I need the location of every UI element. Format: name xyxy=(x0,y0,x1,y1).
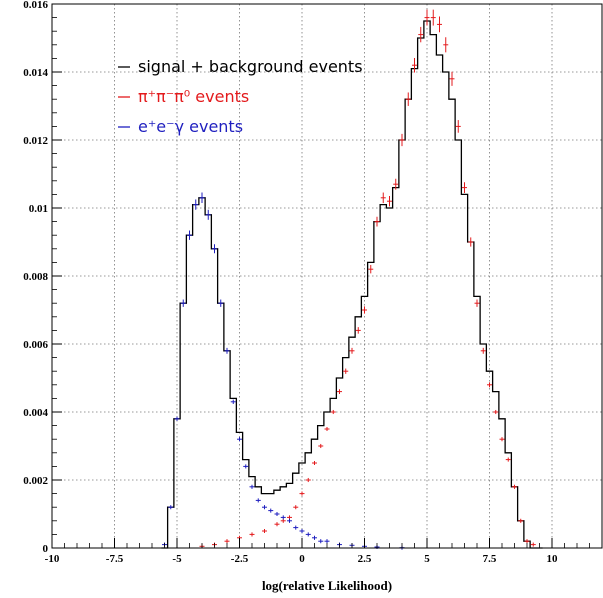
x-tick-label: 0 xyxy=(299,553,305,565)
series-errorbars-2 xyxy=(162,192,405,550)
y-tick-label: 0.016 xyxy=(23,0,48,11)
grid-lines xyxy=(52,4,602,548)
x-tick-label: 10 xyxy=(547,553,559,565)
y-tick-label: 0.004 xyxy=(23,407,48,419)
x-tick-label: -2.5 xyxy=(231,553,249,565)
series-layer xyxy=(161,9,543,550)
x-axis-label: log(relative Likelihood) xyxy=(262,578,392,593)
y-tick-label: 0.012 xyxy=(23,135,48,147)
y-tick-label: 0.002 xyxy=(23,475,48,487)
y-tick-label: 0.01 xyxy=(29,203,48,215)
x-tick-label: 7.5 xyxy=(483,553,497,565)
x-tick-label: -5 xyxy=(172,553,182,565)
x-tick-label: 5 xyxy=(424,553,430,565)
legend: signal + background events π⁺π⁻π⁰ events e… xyxy=(118,57,363,136)
y-tick-label: 0.008 xyxy=(23,271,48,283)
x-tick-label: 2.5 xyxy=(358,553,372,565)
axis-ticks: -10 -7.5 -5 -2.5 0 2.5 5 7.5 10 0 0.002 0.004 0.006 0… xyxy=(23,0,603,565)
x-tick-label: -7.5 xyxy=(106,553,124,565)
plot-frame xyxy=(51,3,603,549)
x-tick-label: -10 xyxy=(45,553,60,565)
legend-label: signal + background events xyxy=(138,57,363,76)
series-histogram-signal-background xyxy=(161,20,543,549)
y-tick-label: 0.006 xyxy=(23,339,48,351)
y-tick-label: 0 xyxy=(43,543,49,555)
y-tick-label: 0.014 xyxy=(23,67,48,79)
legend-label: π⁺π⁻π⁰ events xyxy=(138,87,249,106)
legend-label: e⁺e⁻γ events xyxy=(138,117,243,136)
